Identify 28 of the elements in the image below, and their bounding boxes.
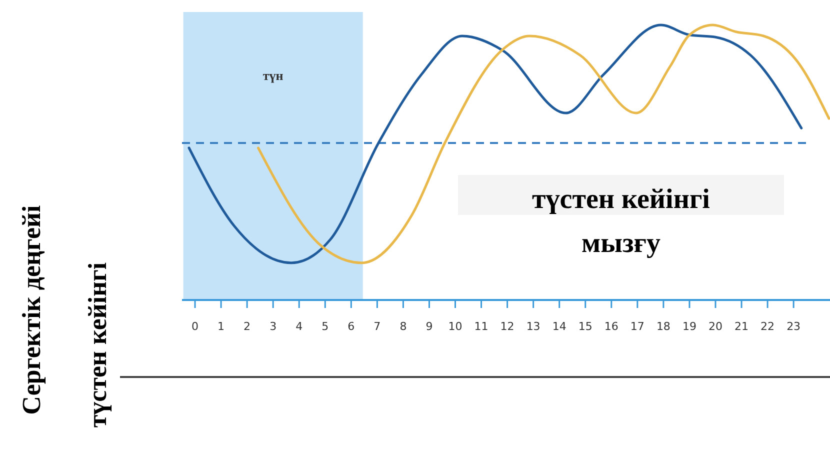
- annotation: түстен кейінгі мызғу: [532, 184, 710, 259]
- x-tick-label: 0: [192, 320, 199, 333]
- x-tick-label: 10: [448, 320, 462, 333]
- x-tick-label: 14: [552, 320, 566, 333]
- x-tick-label: 7: [374, 320, 381, 333]
- x-tick-label: 8: [400, 320, 407, 333]
- x-tick-label: 2: [244, 320, 251, 333]
- x-tick-label: 21: [734, 320, 749, 333]
- x-tick-label: 1: [218, 320, 225, 333]
- x-tick-label: 20: [708, 320, 722, 333]
- text: түстен кейінгі: [83, 262, 112, 428]
- band-label: түн: [262, 68, 284, 83]
- x-tick-label: 6: [348, 320, 355, 333]
- x-tick-label: 9: [426, 320, 433, 333]
- x-tick-label: 16: [604, 320, 618, 333]
- x-tick-label: 18: [656, 320, 670, 333]
- x-tick-label: 11: [474, 320, 488, 333]
- x-tick-label: 15: [578, 320, 592, 333]
- x-tick-label: 23: [786, 320, 801, 333]
- x-tick-label: 17: [630, 320, 644, 333]
- x-tick-label: 12: [500, 320, 514, 333]
- x-tick-label: 22: [760, 320, 775, 333]
- x-tick-label: 5: [322, 320, 329, 333]
- x-tick-label: 13: [526, 320, 540, 333]
- x-tick-label: 19: [682, 320, 696, 333]
- x-tick-label: 4: [296, 320, 303, 333]
- text: Сергектік деңгейі: [17, 205, 46, 415]
- x-tick-label: 3: [270, 320, 277, 333]
